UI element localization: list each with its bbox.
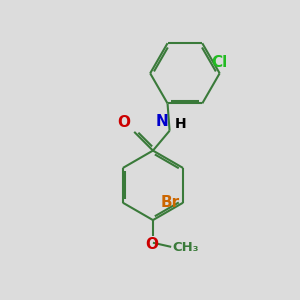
Text: Cl: Cl	[212, 55, 228, 70]
Text: Br: Br	[160, 195, 179, 210]
Text: O: O	[145, 237, 158, 252]
Text: H: H	[175, 117, 187, 131]
Text: N: N	[155, 114, 168, 129]
Text: O: O	[118, 116, 131, 130]
Text: CH₃: CH₃	[172, 241, 199, 254]
